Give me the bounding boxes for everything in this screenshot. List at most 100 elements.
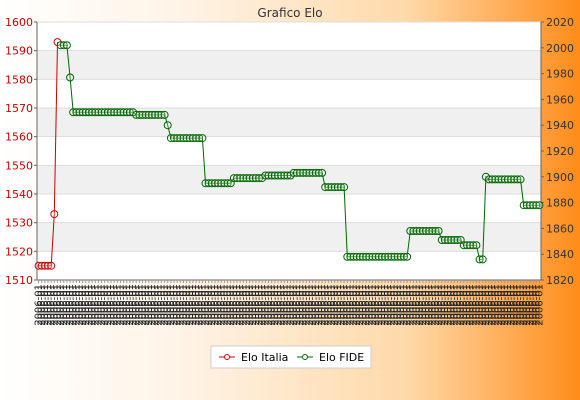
x-tick-label: 2006-01 (298, 284, 309, 326)
x-tick-label: 2006-01 (383, 284, 394, 326)
data-point (472, 241, 481, 250)
x-tick-label: 2006-01 (100, 284, 111, 326)
x-tick-label: 2006-01 (138, 284, 149, 326)
x-tick-label: 2006-01 (534, 284, 545, 326)
x-tick-label: 2006-01 (229, 284, 240, 326)
x-tick-label: 2006-01 (248, 284, 259, 326)
x-tick-label: 2006-01 (90, 284, 101, 326)
x-tick-label: 2006-01 (427, 284, 438, 326)
data-point (47, 261, 56, 270)
x-tick-label: 2006-01 (522, 284, 533, 326)
x-tick-label: 2006-01 (279, 284, 290, 326)
x-tick-label: 2006-01 (282, 284, 293, 326)
x-tick-label: 2006-01 (276, 284, 287, 326)
data-point (403, 252, 412, 261)
y-right-tick-label: 1860 (546, 222, 574, 235)
x-tick-label: 2006-01 (311, 284, 322, 326)
x-tick-label: 2006-01 (342, 284, 353, 326)
legend-item-elo-fide: Elo FIDE (297, 351, 364, 364)
x-tick-label: 2006-01 (336, 284, 347, 326)
x-tick-label: 2006-01 (339, 284, 350, 326)
x-tick-label: 2006-01 (364, 284, 375, 326)
series-elo-fide (56, 41, 544, 264)
x-tick-label: 2006-01 (49, 284, 60, 326)
data-point (62, 41, 71, 50)
x-tick-label: 2006-01 (112, 284, 123, 326)
x-tick-label: 2006-01 (301, 284, 312, 326)
x-tick-label: 2006-01 (116, 284, 127, 326)
data-point (434, 227, 443, 235)
x-tick-label: 2006-01 (418, 284, 429, 326)
legend-swatch-marker (302, 354, 308, 360)
x-tick-label: 2006-01 (415, 284, 426, 326)
x-tick-label: 2006-01 (333, 284, 344, 326)
x-tick-label: 2006-01 (431, 284, 442, 326)
x-tick-label: 2006-01 (408, 284, 419, 326)
x-tick-label: 2006-01 (213, 284, 224, 326)
x-tick-label: 2006-01 (308, 284, 319, 326)
x-tick-label: 2006-01 (75, 284, 86, 326)
x-tick-label: 2006-01 (201, 284, 212, 326)
x-tick-label: 2006-01 (317, 284, 328, 326)
x-tick-label: 2006-01 (494, 284, 505, 326)
x-tick-label: 2006-01 (292, 284, 303, 326)
legend-item-elo-italia: Elo Italia (219, 351, 288, 364)
x-tick-label: 2006-01 (260, 284, 271, 326)
x-tick-label: 2006-01 (242, 284, 253, 326)
x-tick-label: 2006-01 (327, 284, 338, 326)
x-tick-label: 2006-01 (509, 284, 520, 326)
x-tick-label: 2006-01 (484, 284, 495, 326)
x-tick-label: 2006-01 (424, 284, 435, 326)
x-tick-label: 2006-01 (462, 284, 473, 326)
x-tick-label: 2006-01 (289, 284, 300, 326)
x-tick-label: 2006-01 (323, 284, 334, 326)
x-tick-label: 2006-01 (46, 284, 57, 326)
x-tick-label: 2006-01 (437, 284, 448, 326)
x-tick-label: 2006-01 (68, 284, 79, 326)
y-right-tick-label: 2000 (546, 42, 574, 55)
x-tick-label: 2006-01 (264, 284, 275, 326)
x-tick-label: 2006-01 (440, 284, 451, 326)
x-tick-label: 2006-01 (172, 284, 183, 326)
x-tick-label: 2006-01 (119, 284, 130, 326)
x-tick-label: 2006-01 (286, 284, 297, 326)
x-tick-label: 2006-01 (34, 284, 45, 326)
x-tick-label: 2006-01 (251, 284, 262, 326)
x-tick-label: 2006-01 (421, 284, 432, 326)
x-tick-label: 2006-01 (390, 284, 401, 326)
x-tick-label: 2006-01 (87, 284, 98, 326)
x-tick-label: 2006-01 (305, 284, 316, 326)
x-tick-label: 2006-01 (238, 284, 249, 326)
x-tick-label: 2006-01 (175, 284, 186, 326)
x-tick-label: 2006-01 (393, 284, 404, 326)
x-tick-label: 2006-01 (456, 284, 467, 326)
y-right-tick-label: 1820 (546, 274, 574, 287)
x-tick-label: 2006-01 (163, 284, 174, 326)
x-tick-label: 2006-01 (93, 284, 104, 326)
x-tick-label: 2006-01 (59, 284, 70, 326)
x-tick-label: 2006-01 (216, 284, 227, 326)
x-tick-label: 2006-01 (166, 284, 177, 326)
grid-bands (37, 21, 541, 281)
x-tick-labels: 2006-012006-012006-012006-012006-012006-… (34, 284, 546, 326)
x-tick-label: 2006-01 (131, 284, 142, 326)
x-tick-label: 2006-01 (531, 284, 542, 326)
x-tick-label: 2006-01 (185, 284, 196, 326)
x-tick-label: 2006-01 (345, 284, 356, 326)
x-tick-label: 2006-01 (519, 284, 530, 326)
x-tick-label: 2006-01 (377, 284, 388, 326)
x-tick-label: 2006-01 (84, 284, 95, 326)
x-tick-label: 2006-01 (223, 284, 234, 326)
x-tick-label: 2006-01 (103, 284, 114, 326)
x-tick-label: 2006-01 (144, 284, 155, 326)
x-tick-label: 2006-01 (106, 284, 117, 326)
x-tick-label: 2006-01 (273, 284, 284, 326)
x-tick-label: 2006-01 (471, 284, 482, 326)
x-tick-label: 2006-01 (481, 284, 492, 326)
legend-box (210, 345, 372, 369)
x-tick-label: 2006-01 (516, 284, 527, 326)
y-right-tick-label: 1980 (546, 68, 574, 81)
y-right-tick-label: 1920 (546, 145, 574, 158)
x-tick-label: 2006-01 (40, 284, 51, 326)
